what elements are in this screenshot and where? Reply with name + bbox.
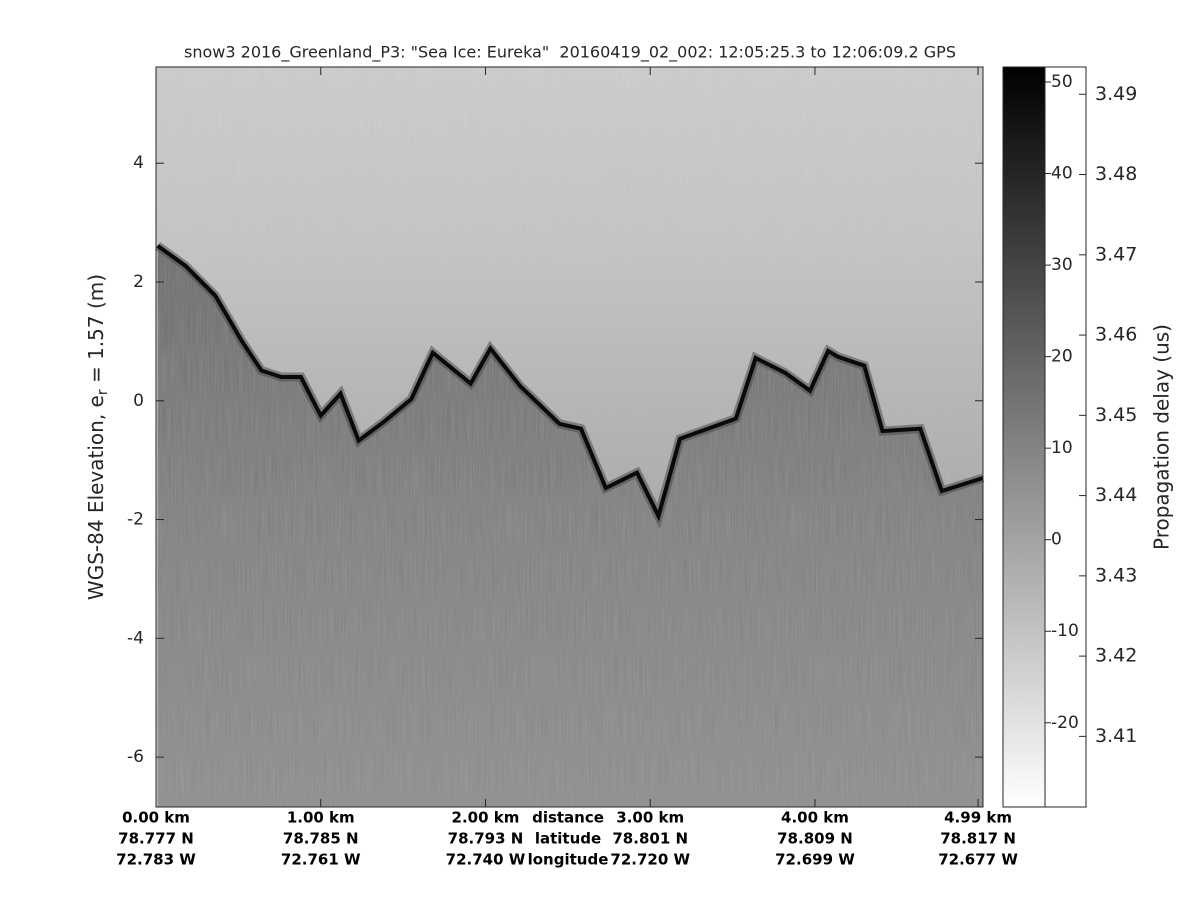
x-tick-latitude: 78.801 N	[612, 830, 688, 848]
x-tick-label: 2.00 km	[452, 809, 520, 827]
y2-tick-label: 3.42	[1095, 645, 1137, 667]
y-axis-label: WGS-84 Elevation, er = 1.57 (m)	[84, 274, 112, 600]
x-tick-latitude: 78.777 N	[118, 830, 194, 848]
x-row-label: distance	[532, 809, 604, 827]
x-tick-label: 3.00 km	[616, 809, 684, 827]
y-tick-label: 0	[133, 391, 144, 411]
y-tick-label: 2	[133, 272, 144, 292]
x-tick-longitude: 72.699 W	[775, 851, 855, 869]
x-tick-longitude: 72.783 W	[116, 851, 196, 869]
colorbar-tick-label: 40	[1051, 164, 1073, 184]
colorbar-tick-label: 20	[1051, 347, 1073, 367]
y2-tick-label: 3.49	[1095, 83, 1137, 105]
x-tick-label: 0.00 km	[122, 809, 190, 827]
colorbar	[1003, 67, 1045, 807]
y2-tick-label: 3.44	[1095, 484, 1137, 506]
x-row-label: longitude	[528, 851, 609, 869]
x-tick-longitude: 72.720 W	[610, 851, 690, 869]
colorbar-tick-label: -10	[1051, 621, 1079, 641]
y2-tick-label: 3.47	[1095, 243, 1137, 265]
y-tick-label: -4	[127, 628, 144, 648]
colorbar-tick-label: 50	[1051, 72, 1073, 92]
x-tick-longitude: 72.761 W	[281, 851, 361, 869]
colorbar-tick-label: 30	[1051, 255, 1073, 275]
x-tick-latitude: 78.785 N	[283, 830, 359, 848]
x-tick-label: 1.00 km	[287, 809, 355, 827]
colorbar-tick-label: 10	[1051, 438, 1073, 458]
y-tick-label: 4	[133, 153, 144, 173]
x-tick-longitude: 72.740 W	[446, 851, 526, 869]
echogram-texture	[156, 67, 983, 807]
y-axis-label-subscript: r	[95, 389, 111, 395]
y2-tick-label: 3.48	[1095, 163, 1137, 185]
colorbar-tick-label: 0	[1051, 530, 1062, 550]
y2-tick-label: 3.43	[1095, 564, 1137, 586]
x-tick-latitude: 78.809 N	[777, 830, 853, 848]
x-tick-label: 4.99 km	[944, 809, 1012, 827]
plot-frame	[155, 66, 984, 808]
y-tick-label: -2	[127, 510, 144, 530]
y2-tick-label: 3.45	[1095, 404, 1137, 426]
x-row-label: latitude	[535, 830, 601, 848]
y2-tick-label: 3.46	[1095, 324, 1137, 346]
colorbar-label: Propagation delay (us)	[1150, 324, 1174, 550]
x-tick-label: 4.00 km	[781, 809, 849, 827]
chart-title: snow3 2016_Greenland_P3: "Sea Ice: Eurek…	[184, 43, 956, 63]
x-tick-longitude: 72.677 W	[938, 851, 1018, 869]
x-tick-latitude: 78.817 N	[940, 830, 1016, 848]
x-tick-latitude: 78.793 N	[448, 830, 524, 848]
y2-tick-label: 3.41	[1095, 725, 1137, 747]
y-axis-label-text: = 1.57 (m)	[84, 274, 108, 389]
y-axis-label-text: WGS-84 Elevation, e	[84, 395, 108, 600]
y-tick-label: -6	[127, 747, 144, 767]
surface-echo	[156, 244, 984, 522]
colorbar-tick-label: -20	[1051, 713, 1079, 733]
